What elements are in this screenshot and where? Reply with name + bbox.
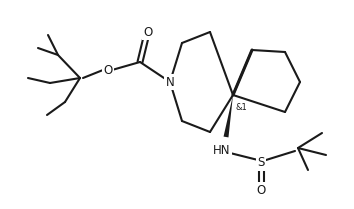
Polygon shape [223, 95, 233, 137]
Text: O: O [103, 64, 113, 76]
Text: &1: &1 [236, 103, 248, 112]
Text: O: O [256, 184, 266, 196]
Text: O: O [143, 25, 153, 38]
Text: HN: HN [213, 144, 231, 157]
Text: S: S [257, 157, 265, 169]
Text: N: N [166, 75, 175, 88]
